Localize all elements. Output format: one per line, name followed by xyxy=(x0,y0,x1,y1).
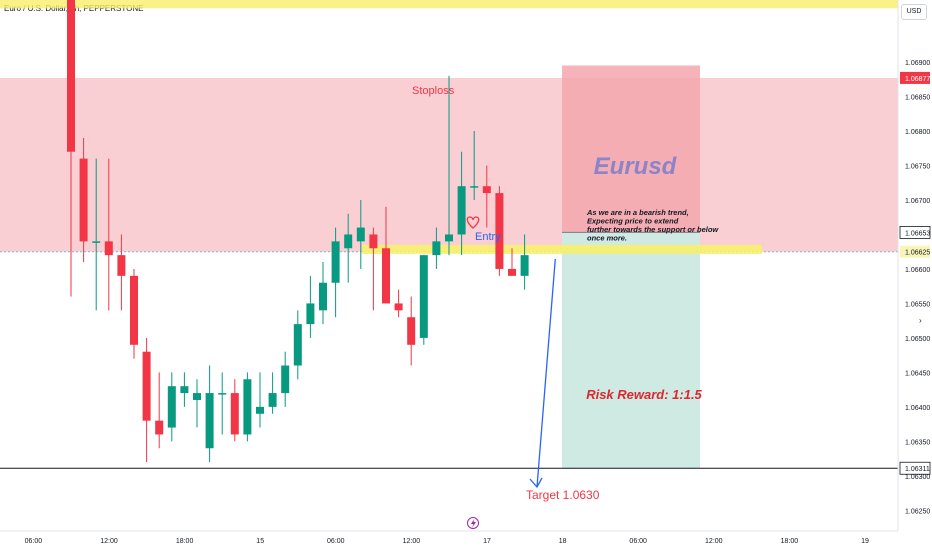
candle-body xyxy=(482,186,491,194)
heart-icon xyxy=(466,216,480,229)
target-zone xyxy=(562,232,700,469)
candle-body xyxy=(382,248,390,304)
time-tick-label: 06:00 xyxy=(327,538,345,545)
price-label-box xyxy=(900,71,930,84)
stoploss-label: Stoploss xyxy=(412,85,455,97)
projection-arrow xyxy=(536,258,556,488)
scroll-right-icon[interactable]: › xyxy=(919,316,922,325)
candle-body xyxy=(293,324,302,366)
price-tick-label: 1.06700 xyxy=(905,198,930,205)
stop-zone xyxy=(562,65,700,233)
time-tick-label: 19 xyxy=(861,538,869,545)
candle-body xyxy=(155,420,164,435)
top-band xyxy=(0,0,898,9)
price-tick-label: 1.06750 xyxy=(905,164,930,171)
candles-group xyxy=(67,0,529,463)
price-label-box xyxy=(900,245,930,258)
candle-body xyxy=(281,365,290,394)
description-line: once more. xyxy=(587,234,627,243)
candle-body xyxy=(432,241,441,256)
time-tick-label: 15 xyxy=(256,538,264,545)
description-text: As we are in a bearish trend,Expecting p… xyxy=(586,208,719,243)
price-tick-label: 1.06850 xyxy=(905,95,930,102)
time-tick-label: 18 xyxy=(559,538,567,545)
candle-body xyxy=(394,303,403,311)
chart-title: Eurusd xyxy=(594,153,678,180)
price-label: 1.06877 xyxy=(905,76,930,83)
price-label: 1.06653 xyxy=(905,230,930,237)
price-label: 1.06311 xyxy=(905,466,930,473)
price-label: 1.06625 xyxy=(905,250,930,257)
candle-body xyxy=(344,234,353,249)
description-line: further towards the support or below xyxy=(587,225,719,234)
price-tick-label: 1.06600 xyxy=(905,267,930,274)
candle-body xyxy=(130,275,138,345)
candle-body xyxy=(407,317,416,345)
price-tick-label: 1.06500 xyxy=(905,336,930,343)
candle-body xyxy=(319,282,327,311)
time-tick-label: 17 xyxy=(483,538,491,545)
price-tick-label: 1.06350 xyxy=(905,439,930,446)
candle-body xyxy=(142,351,151,421)
time-tick-label: 18:00 xyxy=(781,538,799,545)
candle-body xyxy=(419,255,428,338)
price-tick-label: 1.06900 xyxy=(905,60,930,67)
candle-body xyxy=(520,255,529,276)
candle-body xyxy=(369,234,378,249)
candle-body xyxy=(79,158,88,242)
description-line: Expecting price to extend xyxy=(587,217,679,226)
candle-body xyxy=(356,227,365,242)
candle-body xyxy=(256,406,264,414)
candle-body xyxy=(193,393,201,400)
candle-body xyxy=(218,393,227,395)
candle-body xyxy=(180,386,189,394)
candle-body xyxy=(205,393,214,449)
candle-body xyxy=(457,186,466,235)
candle-body xyxy=(92,241,101,243)
time-tick-label: 18:00 xyxy=(176,538,194,545)
price-tick-label: 1.06550 xyxy=(905,301,930,308)
target-label: Target 1.0630 xyxy=(526,488,600,502)
candle-body xyxy=(470,186,479,188)
time-tick-label: 06:00 xyxy=(25,538,43,545)
price-label-box xyxy=(899,225,931,239)
candle-body xyxy=(243,379,252,435)
price-tick-label: 1.06250 xyxy=(905,508,930,515)
candle-body xyxy=(306,303,315,325)
time-tick-label: 12:00 xyxy=(100,538,118,545)
candle-body xyxy=(67,0,75,152)
candle-body xyxy=(508,268,516,276)
price-tick-label: 1.06400 xyxy=(905,405,930,412)
entry-label: Entry xyxy=(475,231,501,243)
price-tick-label: 1.06300 xyxy=(905,474,930,481)
currency-button[interactable]: USD xyxy=(901,4,927,20)
entry-band xyxy=(362,244,762,254)
time-tick-label: 12:00 xyxy=(705,538,723,545)
candle-body xyxy=(445,234,453,242)
description-line: As we are in a bearish trend, xyxy=(586,208,689,217)
time-tick-label: 12:00 xyxy=(403,538,421,545)
candle-body xyxy=(104,241,113,256)
candle-body xyxy=(230,393,239,435)
risk-reward-label: Risk Reward: 1:1.5 xyxy=(586,387,702,402)
time-tick-label: 06:00 xyxy=(629,538,647,545)
arrow-head xyxy=(529,477,543,489)
candle-body xyxy=(117,255,126,276)
candle-body xyxy=(268,393,277,407)
price-tick-label: 1.06800 xyxy=(905,129,930,136)
price-tick-label: 1.06450 xyxy=(905,370,930,377)
lightning-bolt-icon xyxy=(471,519,476,528)
candle-body xyxy=(495,193,504,269)
candle-body xyxy=(331,241,340,283)
price-label-box xyxy=(899,461,931,475)
candle-body xyxy=(167,386,176,428)
